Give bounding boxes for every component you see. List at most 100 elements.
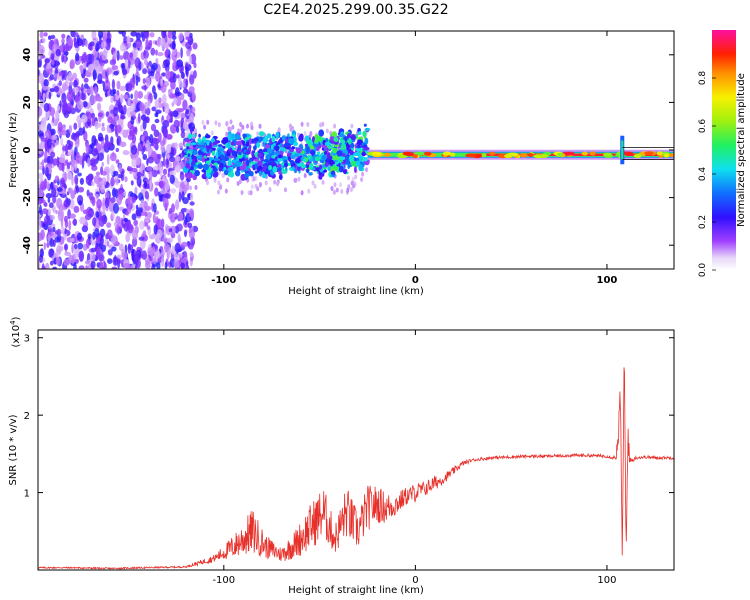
spectrogram-signal-blob bbox=[198, 133, 201, 138]
spectrogram-noise-blob bbox=[38, 160, 41, 170]
spectrogram-noise-blob bbox=[73, 79, 78, 89]
spectrogram-faint-dot bbox=[206, 119, 210, 125]
spectrogram-noise-blob bbox=[117, 118, 124, 126]
spectrogram-noise-blob bbox=[106, 172, 110, 184]
spectrogram-signal-blob bbox=[289, 148, 294, 153]
spectrogram-noise-blob bbox=[60, 129, 67, 136]
spectrogram-carrier-blob bbox=[424, 151, 432, 156]
spectrogram-noise-blob bbox=[181, 71, 185, 79]
spectrogram-noise-blob bbox=[130, 116, 135, 125]
spectrogram-noise-blob bbox=[93, 59, 100, 71]
spectrogram-noise-blob bbox=[163, 230, 167, 240]
spectrogram-noise-blob bbox=[66, 162, 71, 170]
spectrogram-noise-blob bbox=[111, 65, 119, 71]
spectrogram-noise-blob bbox=[79, 64, 84, 75]
spectrogram-carrier-blob bbox=[633, 154, 642, 158]
spectrogram-faint-dot bbox=[303, 173, 307, 179]
spectrogram-noise-blob bbox=[69, 213, 76, 219]
spectrogram-noise-blob bbox=[70, 134, 75, 140]
spectrogram-noise-blob bbox=[70, 157, 75, 168]
spectrogram-signal-blob bbox=[295, 158, 301, 164]
spectrogram-signal-blob bbox=[338, 134, 344, 138]
spectrogram-signal-blob bbox=[281, 135, 286, 141]
spectrogram-noise-blob bbox=[130, 145, 138, 155]
spectrogram-noise-blob bbox=[55, 48, 61, 57]
spectrogram-noise-blob bbox=[146, 225, 151, 230]
spectrogram-noise-blob bbox=[43, 202, 48, 208]
spectrogram-noise-blob bbox=[164, 192, 171, 200]
spectrogram-signal-blob bbox=[242, 133, 247, 138]
spectrogram-noise-blob bbox=[141, 211, 146, 216]
spectrogram-signal-blob bbox=[223, 169, 229, 176]
spectrogram-noise-blob bbox=[122, 68, 128, 76]
spectrogram-signal-blob bbox=[274, 145, 280, 152]
spectrogram-signal-blob bbox=[355, 147, 362, 152]
spectrogram-noise-blob bbox=[38, 44, 45, 56]
spectrogram-noise-blob bbox=[140, 31, 144, 38]
spectrogram-faint-dot bbox=[224, 188, 228, 194]
spectrogram-noise-blob bbox=[46, 181, 50, 190]
spectrogram-noise-blob bbox=[102, 197, 105, 207]
spectrogram-noise-blob bbox=[111, 246, 117, 252]
spectrogram-noise-blob bbox=[101, 126, 106, 132]
spectrogram-noise-blob bbox=[182, 99, 188, 111]
spectrogram-noise-blob bbox=[41, 159, 45, 169]
spectrogram-signal-blob bbox=[324, 151, 327, 155]
spectrogram-signal-blob bbox=[289, 138, 295, 145]
spectrogram-carrier-blob bbox=[442, 151, 452, 156]
spectrogram-faint-dot bbox=[273, 179, 277, 185]
spectrogram-noise-blob bbox=[131, 230, 138, 240]
spectrogram-noise-blob bbox=[140, 114, 147, 121]
spectrogram-noise-blob bbox=[100, 185, 105, 194]
spectrogram-noise-blob bbox=[159, 37, 166, 47]
spectrogram-noise-blob bbox=[110, 176, 115, 187]
spectrogram-noise-blob bbox=[150, 249, 154, 259]
spectrogram-faint-dot bbox=[335, 187, 339, 193]
spectrogram-noise-blob bbox=[74, 174, 79, 185]
spectrogram-faint-dot bbox=[268, 187, 272, 192]
spectrogram-noise-blob bbox=[106, 229, 113, 240]
spectrogram-noise-blob bbox=[142, 68, 148, 75]
spectrogram-noise-blob bbox=[56, 228, 62, 237]
spectrogram-faint-dot bbox=[321, 179, 325, 185]
spectrogram-signal-blob bbox=[262, 138, 268, 144]
spectrogram-noise-blob bbox=[74, 32, 79, 38]
spectrogram-signal-blob bbox=[263, 165, 268, 169]
spectrogram-signal-blob bbox=[339, 156, 346, 161]
spectrogram-noise-blob bbox=[109, 124, 115, 129]
snr-ticks: -100 0 100 1 2 3 bbox=[24, 330, 674, 586]
spectrogram-noise-blob bbox=[111, 266, 118, 269]
spectrogram-noise-blob bbox=[58, 157, 66, 163]
snr-series-line bbox=[38, 367, 674, 570]
spectrogram-noise-blob bbox=[143, 145, 146, 152]
spectrogram-noise-blob bbox=[42, 37, 46, 44]
spectrogram-signal-blob bbox=[246, 141, 250, 147]
spectrogram-signal-blob bbox=[184, 148, 188, 152]
spectrogram-noise-blob bbox=[115, 132, 119, 137]
spectrogram-noise-blob bbox=[169, 170, 177, 176]
spectrogram-noise-blob bbox=[131, 157, 137, 168]
spectrogram-noise-blob bbox=[145, 77, 148, 83]
spectrogram-signal-blob bbox=[271, 155, 276, 159]
spectrogram-noise-blob bbox=[54, 175, 60, 182]
spectrogram-noise-blob bbox=[38, 72, 44, 84]
spectrogram-noise-blob bbox=[38, 90, 41, 100]
spectrogram-carrier-blob bbox=[489, 151, 496, 156]
spectrogram-noise-blob bbox=[50, 128, 56, 136]
spectrogram-noise-blob bbox=[151, 62, 158, 71]
spectrogram-noise-blob bbox=[85, 88, 92, 94]
spectrogram-noise-blob bbox=[144, 216, 150, 223]
spectrogram-noise-blob bbox=[81, 158, 85, 169]
spectrogram-signal-blob bbox=[248, 170, 254, 177]
spectrogram-noise-blob bbox=[105, 40, 111, 51]
spectrogram-noise-blob bbox=[131, 134, 137, 144]
snr-multiplier-exp: 4 bbox=[9, 320, 17, 325]
spectrogram-noise-blob bbox=[127, 243, 131, 254]
spectrogram-noise-blob bbox=[50, 34, 56, 40]
spectrogram-noise-blob bbox=[39, 248, 44, 258]
spectrogram-noise-blob bbox=[148, 170, 153, 181]
spectrogram-faint-dot bbox=[252, 176, 256, 182]
spectrogram-faint-dot bbox=[231, 124, 235, 130]
spectrogram-signal-blob bbox=[362, 130, 367, 137]
spectrogram-noise-blob bbox=[64, 228, 67, 235]
